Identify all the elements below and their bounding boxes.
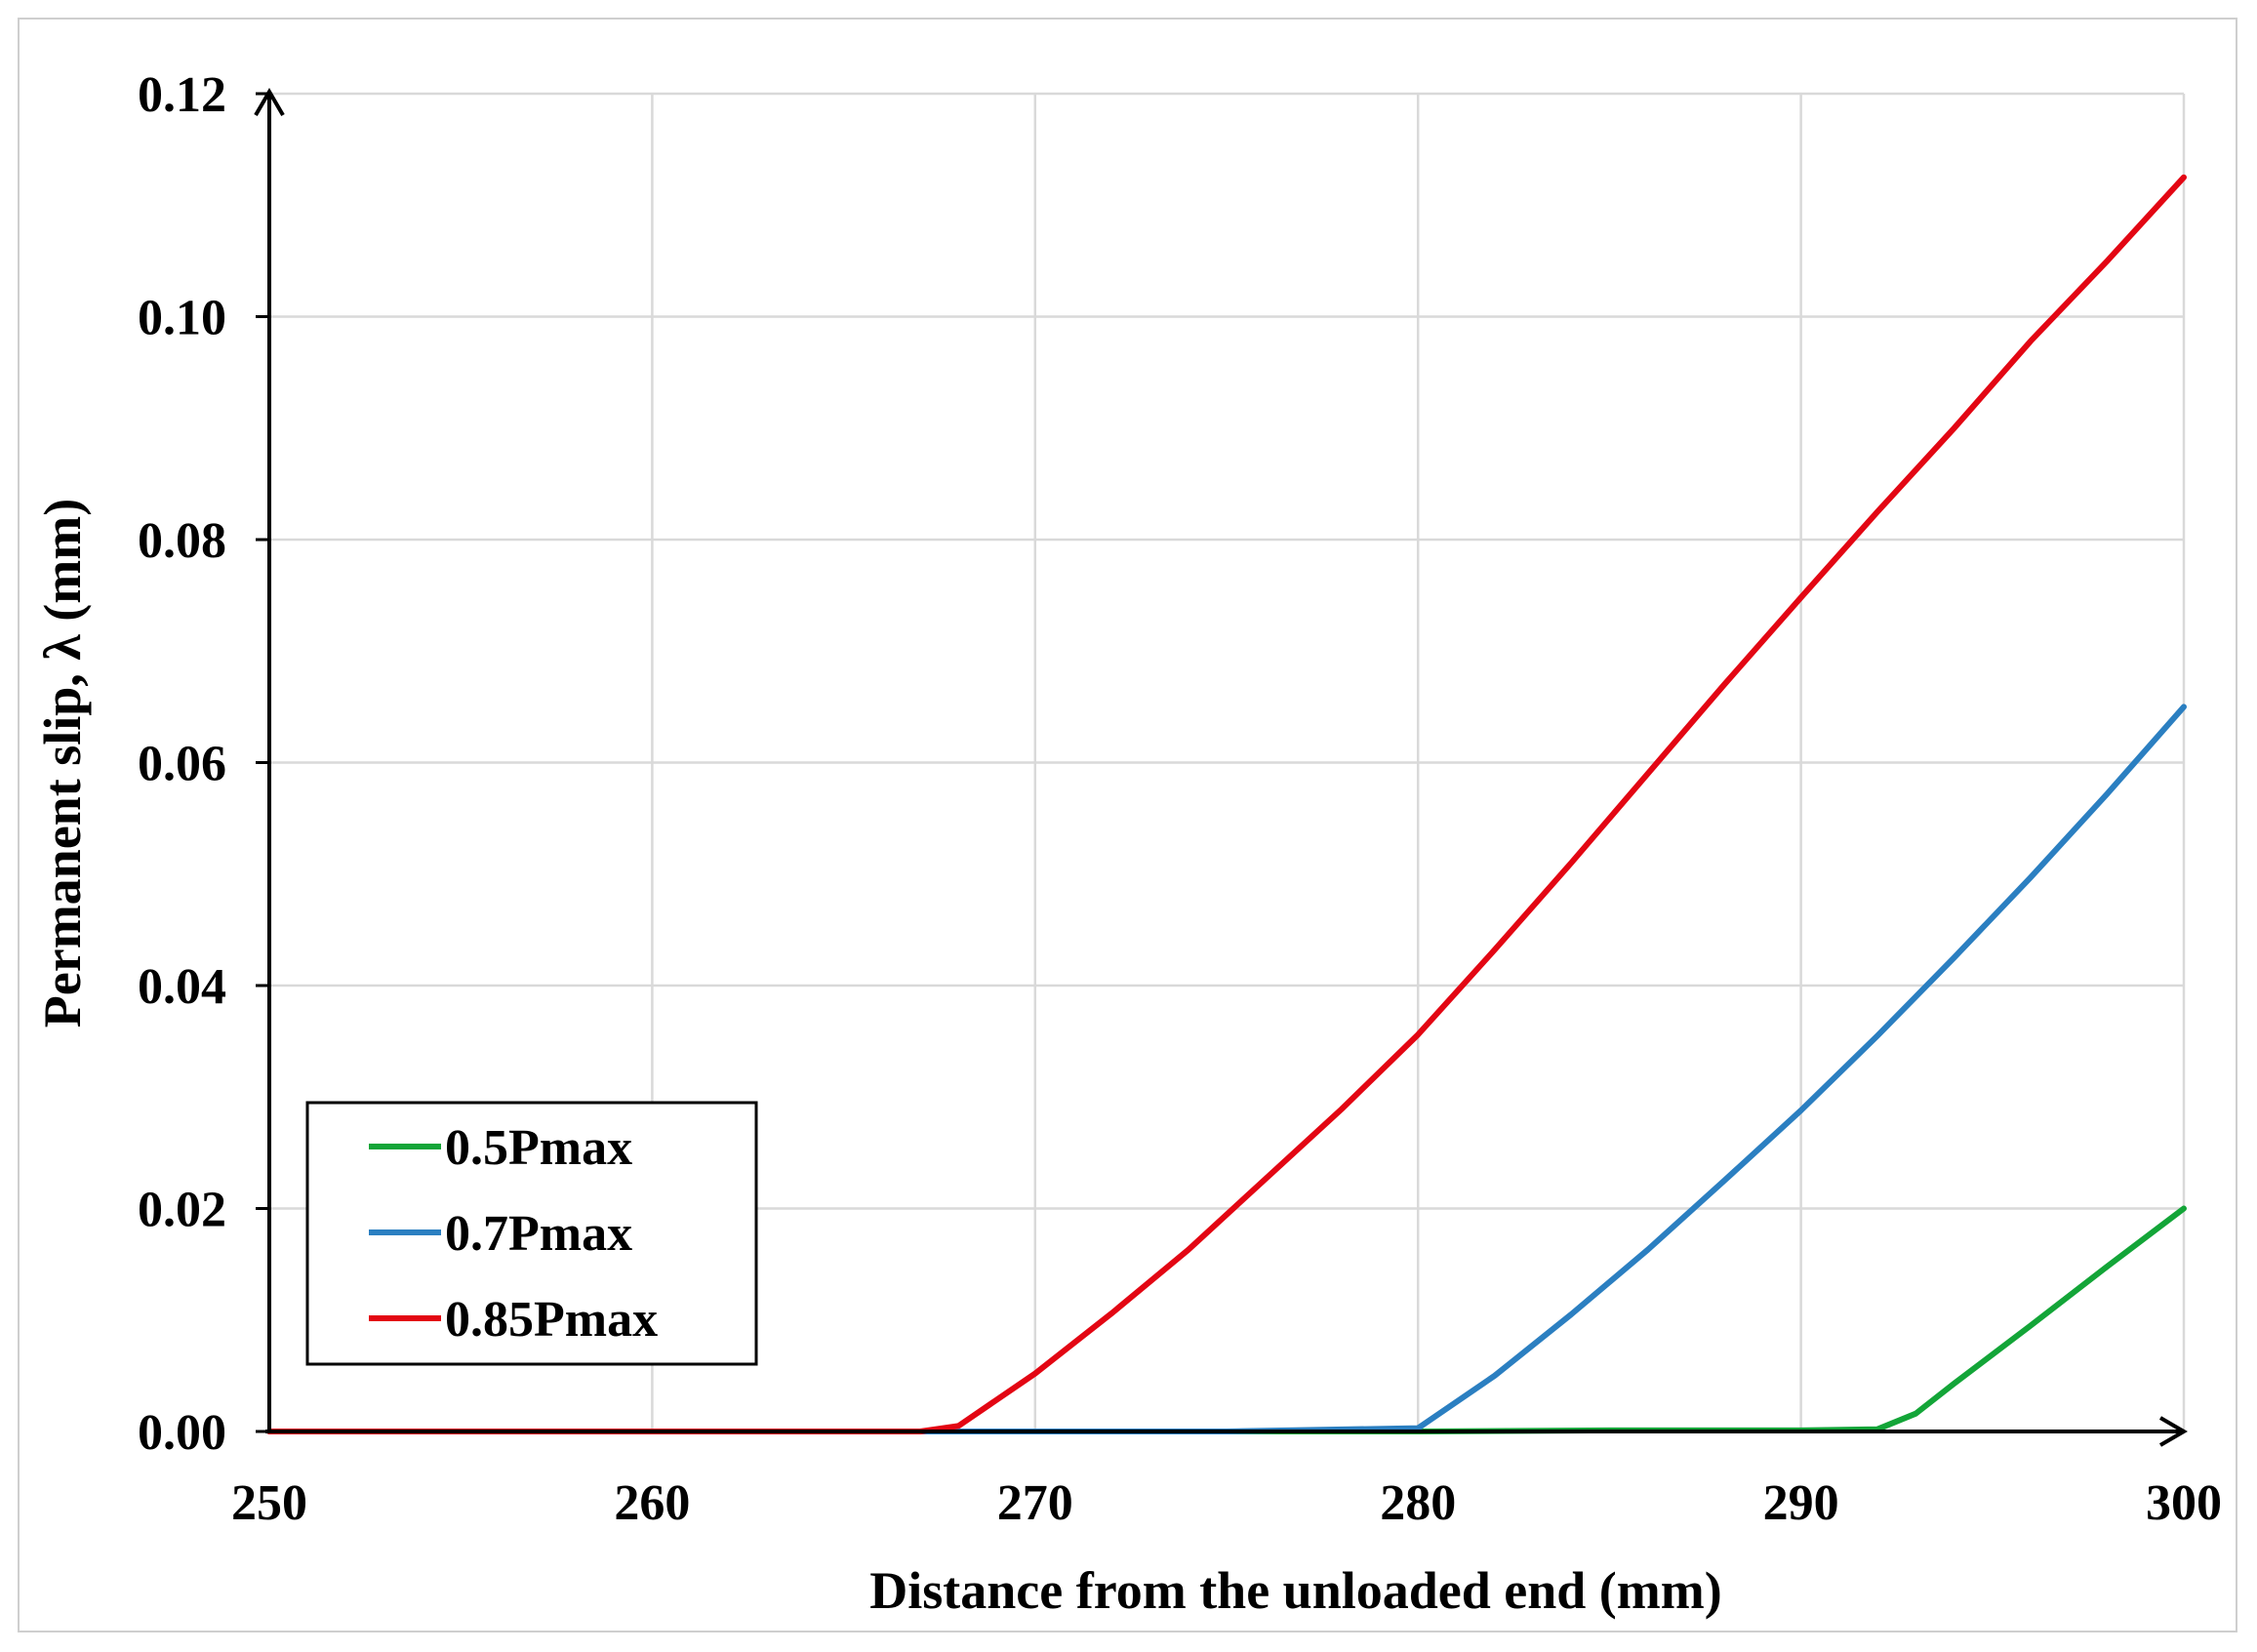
y-axis-arrow xyxy=(254,88,285,117)
y-tick-label: 0.06 xyxy=(138,737,226,792)
x-tick-labels: 250 260 270 280 290 300 xyxy=(231,1475,2222,1531)
series-line-0.85Pmax xyxy=(266,174,2187,1434)
x-axis-arrow xyxy=(2158,1416,2188,1447)
legend: 0.5Pmax 0.7Pmax 0.85Pmax xyxy=(305,1101,758,1366)
y-tick-labels: 0.00 0.02 0.04 0.06 0.08 0.10 0.12 xyxy=(138,67,226,1461)
legend-label: 0.5Pmax xyxy=(445,1120,632,1176)
y-axis-title: Permanent slip, λ (mm) xyxy=(33,499,92,1027)
y-tick-label: 0.00 xyxy=(138,1405,226,1461)
axes xyxy=(254,88,2188,1447)
x-tick-label: 250 xyxy=(231,1475,307,1531)
y-tick-label: 0.02 xyxy=(138,1183,226,1238)
y-tick-label: 0.08 xyxy=(138,513,226,569)
x-tick-label: 270 xyxy=(997,1475,1073,1531)
x-axis-title: Distance from the unloaded end (mm) xyxy=(869,1561,1721,1620)
y-tick-label: 0.10 xyxy=(138,291,226,346)
x-tick-label: 260 xyxy=(614,1475,690,1531)
x-tick-label: 290 xyxy=(1763,1475,1839,1531)
legend-items: 0.5Pmax 0.7Pmax 0.85Pmax xyxy=(369,1120,658,1348)
legend-label: 0.7Pmax xyxy=(445,1206,632,1262)
legend-label: 0.85Pmax xyxy=(445,1292,658,1348)
x-tick-label: 280 xyxy=(1380,1475,1456,1531)
y-tick-label: 0.04 xyxy=(138,959,226,1015)
x-tick-label: 300 xyxy=(2146,1475,2222,1531)
y-tick-label: 0.12 xyxy=(138,67,226,123)
